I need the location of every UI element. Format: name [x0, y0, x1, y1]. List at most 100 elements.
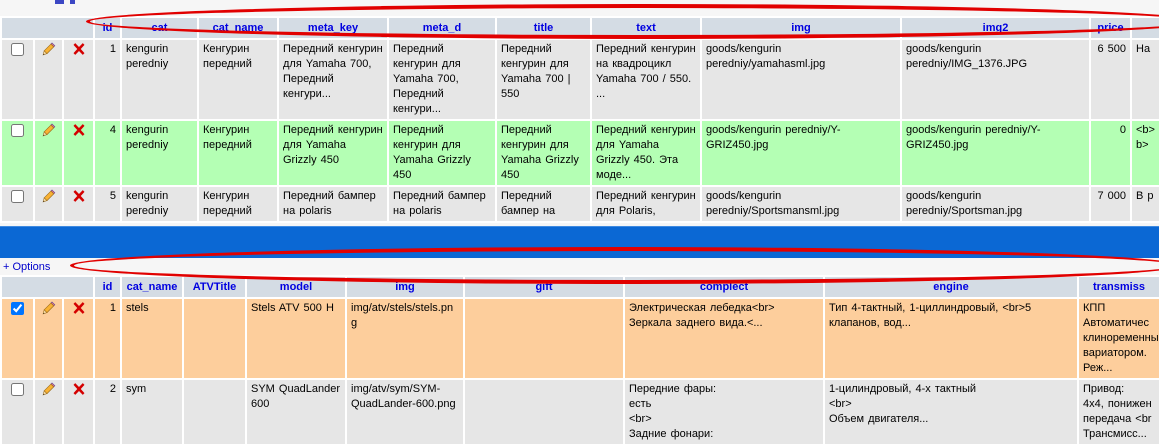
delete-cell — [62, 378, 95, 446]
products-header-row: id cat cat_name meta_key meta_d title te… — [0, 16, 1159, 40]
delete-cell — [62, 185, 95, 223]
column-header-title[interactable]: title — [495, 16, 592, 40]
cell-title: Передний кенгурин для Yamaha 700 | 550 — [495, 38, 592, 121]
cell-engine: 1-цилиндровый, 4-х тактный <br> Объем дв… — [823, 378, 1079, 446]
cell-id: 5 — [93, 185, 122, 223]
cell-meta-key: Передний кенгурин для Yamaha Grizzly 450 — [277, 119, 389, 187]
select-cell — [0, 185, 35, 223]
edit-pencil-icon[interactable] — [42, 301, 56, 315]
table-row: 2 sym SYM QuadLander 600 img/atv/sym/SYM… — [0, 378, 1159, 446]
column-header-gift[interactable]: gift — [463, 275, 625, 299]
column-header-img2[interactable]: img2 — [900, 16, 1091, 40]
cell-atvtitle — [182, 378, 247, 446]
cell-meta-d: Передний бампер на polaris — [387, 185, 497, 223]
cell-cat-name: Кенгурин передний — [197, 38, 279, 121]
column-header-engine[interactable]: engine — [823, 275, 1079, 299]
row-checkbox[interactable] — [11, 302, 24, 315]
select-cell — [0, 297, 35, 380]
delete-x-icon[interactable] — [72, 189, 86, 203]
row-checkbox[interactable] — [11, 124, 24, 137]
cell-extra: <b> b> — [1130, 119, 1159, 187]
cell-img2: goods/kengurin peredniy/Y-GRIZ450.jpg — [900, 119, 1091, 187]
cell-gift — [463, 378, 625, 446]
row-checkbox[interactable] — [11, 383, 24, 396]
column-header-img[interactable]: img — [345, 275, 465, 299]
cell-model: Stels ATV 500 H — [245, 297, 347, 380]
cell-transmission: КПП Автоматичес клиноременны вариатором.… — [1077, 297, 1159, 380]
column-header-atvtitle[interactable]: ATVTitle — [182, 275, 247, 299]
cell-text: Передний кенгурин для Yamaha Grizzly 450… — [590, 119, 702, 187]
column-header-text[interactable]: text — [590, 16, 702, 40]
select-cell — [0, 119, 35, 187]
cell-img: goods/kengurin peredniy/Y-GRIZ450.jpg — [700, 119, 902, 187]
table-row: 5 kengurin peredniy Кенгурин передний Пе… — [0, 185, 1159, 223]
cell-text: Передний кенгурин для Polaris, — [590, 185, 702, 223]
options-link[interactable]: + Options — [3, 261, 51, 273]
column-header-cat-name[interactable]: cat_name — [197, 16, 279, 40]
row-checkbox[interactable] — [11, 43, 24, 56]
edit-cell — [33, 38, 64, 121]
cell-title: Передний кенгурин для Yamaha Grizzly 450 — [495, 119, 592, 187]
cell-img: img/atv/sym/SYM-QuadLander-600.png — [345, 378, 465, 446]
delete-x-icon[interactable] — [72, 42, 86, 56]
cell-price: 6 500 — [1089, 38, 1132, 121]
table-row: 4 kengurin peredniy Кенгурин передний Пе… — [0, 119, 1159, 187]
column-header-meta-d[interactable]: meta_d — [387, 16, 497, 40]
column-header-id[interactable]: id — [93, 275, 122, 299]
cell-id: 1 — [93, 297, 122, 380]
column-header-meta-key[interactable]: meta_key — [277, 16, 389, 40]
atv-table: id cat_name ATVTitle model img gift comp… — [0, 275, 1159, 446]
delete-cell — [62, 297, 95, 380]
select-cell — [0, 378, 35, 446]
cell-model: SYM QuadLander 600 — [245, 378, 347, 446]
edit-cell — [33, 119, 64, 187]
cell-complect: Передние фары: есть <br> Задние фонари: — [623, 378, 825, 446]
edit-pencil-icon[interactable] — [42, 42, 56, 56]
cell-engine: Тип 4-тактный, 1-циллиндровый, <br>5 кла… — [823, 297, 1079, 380]
cell-meta-d: Передний кенгурин для Yamaha 700, Передн… — [387, 38, 497, 121]
column-header-complect[interactable]: complect — [623, 275, 825, 299]
column-header-cat-name[interactable]: cat_name — [120, 275, 184, 299]
row-checkbox[interactable] — [11, 190, 24, 203]
column-header-transmiss[interactable]: transmiss — [1077, 275, 1159, 299]
column-header-img[interactable]: img — [700, 16, 902, 40]
column-header-price[interactable]: price — [1089, 16, 1132, 40]
cell-img2: goods/kengurin peredniy/IMG_1376.JPG — [900, 38, 1091, 121]
edit-pencil-icon[interactable] — [42, 382, 56, 396]
cell-transmission: Привод: 4х4, понижен передача <br Трансм… — [1077, 378, 1159, 446]
edit-cell — [33, 185, 64, 223]
cell-cat-name: sym — [120, 378, 184, 446]
column-header-blank — [0, 16, 95, 40]
column-header-blank — [0, 275, 95, 299]
table-row: 1 stels Stels ATV 500 H img/atv/stels/st… — [0, 297, 1159, 380]
delete-x-icon[interactable] — [72, 382, 86, 396]
cell-cat: kengurin peredniy — [120, 119, 199, 187]
cell-meta-key: Передний бампер на polaris — [277, 185, 389, 223]
column-header-model[interactable]: model — [245, 275, 347, 299]
cell-text: Передний кенгурин на квадроцикл Yamaha 7… — [590, 38, 702, 121]
cell-img2: goods/kengurin peredniy/Sportsman.jpg — [900, 185, 1091, 223]
column-header-cat[interactable]: cat — [120, 16, 199, 40]
cell-id: 1 — [93, 38, 122, 121]
cell-title: Передний бампер на — [495, 185, 592, 223]
cell-cat-name: Кенгурин передний — [197, 119, 279, 187]
edit-cell — [33, 297, 64, 380]
cell-gift — [463, 297, 625, 380]
delete-x-icon[interactable] — [72, 301, 86, 315]
delete-x-icon[interactable] — [72, 123, 86, 137]
cell-img: goods/kengurin peredniy/yamahasml.jpg — [700, 38, 902, 121]
cell-cat: kengurin peredniy — [120, 38, 199, 121]
cell-price: 0 — [1089, 119, 1132, 187]
delete-cell — [62, 38, 95, 121]
cell-cat-name: stels — [120, 297, 184, 380]
cell-meta-key: Передний кенгурин для Yamaha 700, Передн… — [277, 38, 389, 121]
edit-pencil-icon[interactable] — [42, 123, 56, 137]
cell-atvtitle — [182, 297, 247, 380]
edit-cell — [33, 378, 64, 446]
column-header-id[interactable]: id — [93, 16, 122, 40]
atv-header-row: id cat_name ATVTitle model img gift comp… — [0, 275, 1159, 299]
cell-extra: В р — [1130, 185, 1159, 223]
select-cell — [0, 38, 35, 121]
edit-pencil-icon[interactable] — [42, 189, 56, 203]
